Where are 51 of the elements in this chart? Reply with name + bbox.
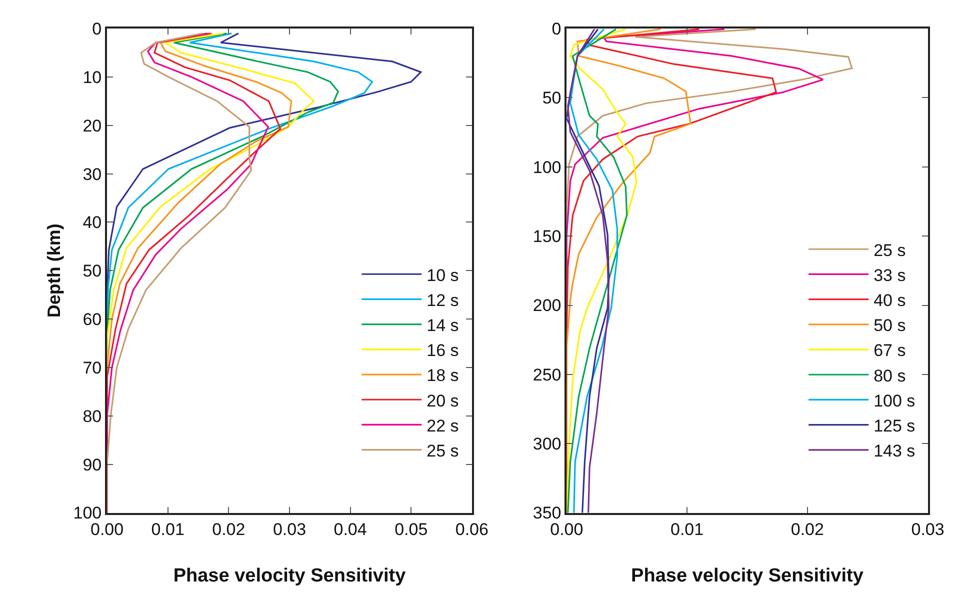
y-tick-label: 40 bbox=[82, 213, 102, 232]
x-tick-label: 0.03 bbox=[272, 520, 306, 540]
x-tick-label: 0.06 bbox=[455, 520, 488, 540]
y-tick-label: 250 bbox=[532, 365, 562, 384]
x-tick-label: 0.03 bbox=[911, 520, 944, 540]
legend-label: 25 s bbox=[426, 441, 459, 460]
legend-label: 100 s bbox=[874, 391, 916, 410]
x-tick-label: 0.00 bbox=[90, 520, 124, 540]
x-tick-label: 0.02 bbox=[212, 520, 246, 540]
y-tick-label: 100 bbox=[532, 158, 562, 177]
y-tick-label: 90 bbox=[82, 455, 102, 474]
y-tick-label: 200 bbox=[532, 296, 562, 316]
legend-label: 50 s bbox=[874, 316, 906, 336]
x-tick-label: 0.01 bbox=[151, 520, 184, 540]
legend-label: 125 s bbox=[874, 416, 916, 436]
y-tick-label: 80 bbox=[82, 406, 102, 426]
legend-label: 14 s bbox=[426, 316, 459, 335]
legend-label: 80 s bbox=[874, 366, 906, 386]
x-axis-title: Phase velocity Sensitivity bbox=[173, 565, 406, 586]
legend-label: 67 s bbox=[874, 341, 906, 360]
y-tick-label: 50 bbox=[542, 88, 562, 108]
y-tick-label: 10 bbox=[82, 68, 102, 87]
line-series bbox=[569, 28, 618, 513]
legend-label: 33 s bbox=[874, 266, 906, 285]
y-tick-label: 300 bbox=[532, 434, 562, 454]
y-tick-label: 100 bbox=[73, 504, 102, 523]
y-axis-title: Depth (km) bbox=[44, 224, 64, 318]
y-tick-label: 20 bbox=[82, 116, 102, 136]
y-tick-label: 0 bbox=[92, 19, 102, 38]
legend-label: 18 s bbox=[426, 366, 459, 386]
x-tick-label: 0.00 bbox=[550, 520, 584, 540]
x-tick-label: 0.01 bbox=[670, 520, 704, 540]
legend-label: 20 s bbox=[426, 391, 459, 410]
x-tick-label: 0.05 bbox=[394, 520, 428, 540]
legend-label: 25 s bbox=[874, 240, 906, 260]
x-tick-label: 0.02 bbox=[790, 520, 824, 540]
y-tick-label: 350 bbox=[532, 504, 562, 523]
y-tick-label: 30 bbox=[82, 164, 102, 184]
y-tick-label: 150 bbox=[532, 227, 562, 246]
legend-label: 22 s bbox=[426, 416, 459, 436]
legend-label: 143 s bbox=[874, 442, 916, 461]
legend-label: 10 s bbox=[426, 266, 459, 285]
legend-label: 16 s bbox=[426, 341, 459, 360]
legend-label: 12 s bbox=[426, 290, 459, 310]
y-tick-label: 0 bbox=[552, 19, 562, 38]
y-tick-label: 60 bbox=[82, 310, 102, 330]
x-tick-label: 0.04 bbox=[334, 520, 367, 540]
x-axis-title: Phase velocity Sensitivity bbox=[631, 565, 864, 586]
y-tick-label: 50 bbox=[82, 262, 102, 281]
legend-label: 40 s bbox=[874, 290, 906, 310]
y-tick-label: 70 bbox=[82, 358, 102, 378]
